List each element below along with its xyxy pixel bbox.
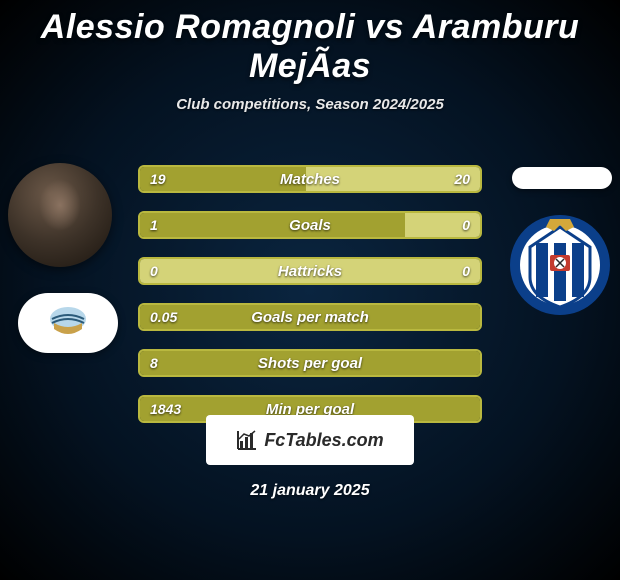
comparison-card: Alessio Romagnoli vs Aramburu MejÃ­as Cl… <box>0 0 620 580</box>
right-player-placeholder <box>512 167 612 189</box>
chart-icon <box>236 429 258 451</box>
brand-text: FcTables.com <box>264 430 383 451</box>
real-sociedad-badge-icon <box>508 213 612 317</box>
left-player-photo <box>8 163 112 267</box>
stat-left-fill <box>140 167 306 191</box>
stat-row: Matches1920 <box>138 165 482 193</box>
date-text: 21 january 2025 <box>0 482 620 500</box>
stat-row: Shots per goal8 <box>138 349 482 377</box>
subtitle: Club competitions, Season 2024/2025 <box>0 96 620 113</box>
lazio-badge-icon <box>46 301 90 345</box>
brand-logo-box: FcTables.com <box>206 415 414 465</box>
stat-bars: Matches1920 Goals10 Hattricks00 Goals per m… <box>138 165 482 441</box>
stat-right-fill <box>405 213 480 237</box>
stat-right-fill <box>140 259 480 283</box>
right-club-badge <box>508 213 612 317</box>
stat-row: Goals per match0.05 <box>138 303 482 331</box>
stat-left-fill <box>140 351 480 375</box>
stat-left-fill <box>140 305 480 329</box>
left-club-badge <box>18 293 118 353</box>
content-area: Matches1920 Goals10 Hattricks00 Goals per m… <box>0 143 620 523</box>
stat-row: Hattricks00 <box>138 257 482 285</box>
stat-right-fill <box>306 167 480 191</box>
stat-left-fill <box>140 213 405 237</box>
stat-row: Goals10 <box>138 211 482 239</box>
page-title: Alessio Romagnoli vs Aramburu MejÃ­as <box>0 0 620 86</box>
